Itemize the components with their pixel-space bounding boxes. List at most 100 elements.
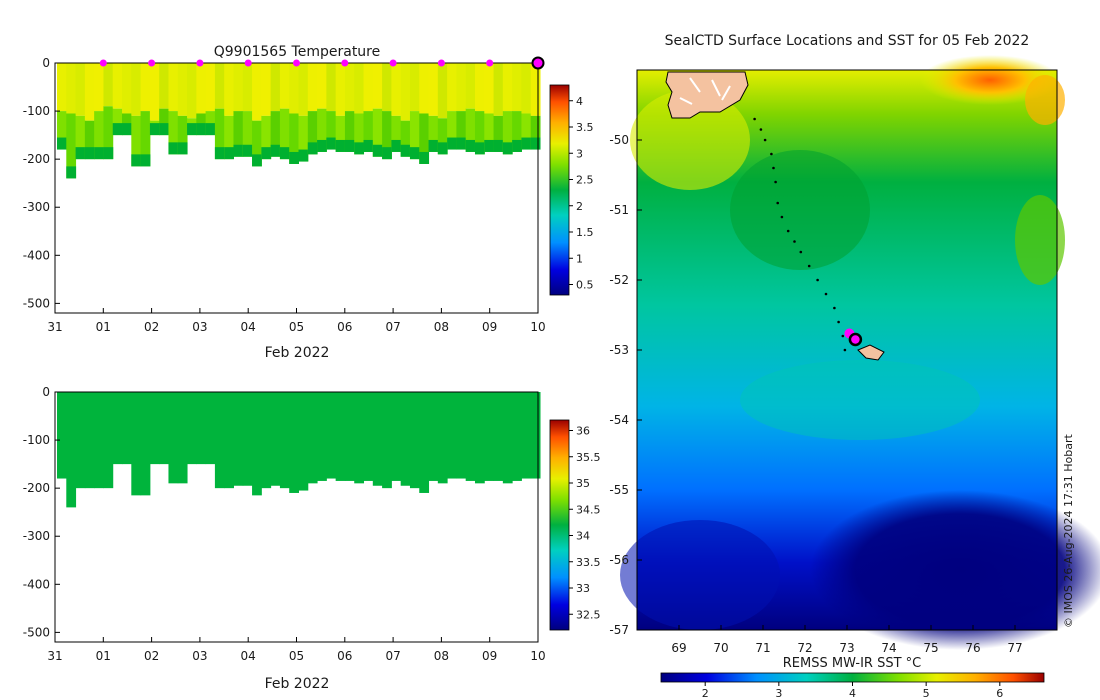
temperature-xlabel: Feb 2022 xyxy=(265,345,330,361)
salinity-cell xyxy=(84,392,95,489)
salinity-cell xyxy=(474,392,485,484)
temperature-lower-cell xyxy=(103,106,114,160)
track-point xyxy=(774,180,777,184)
track-point xyxy=(841,334,845,338)
temperature-upper-cell xyxy=(233,63,244,112)
salinity-cell xyxy=(187,392,197,465)
track-point xyxy=(759,128,763,131)
salinity-cell xyxy=(140,392,151,496)
temperature-lower-cell xyxy=(270,111,281,157)
temperature-lower-cell xyxy=(57,111,67,150)
colorbar-tick-label: 1.5 xyxy=(576,226,594,239)
salinity-cell xyxy=(66,392,77,508)
salinity-cell xyxy=(94,392,104,489)
temperature-y-axis: 0 -100 -200 -300 -400 -500 xyxy=(23,56,60,310)
surface-marker xyxy=(437,59,445,67)
sst-colorbar-label: REMSS MW-IR SST °C xyxy=(783,656,922,671)
map-y-tick-label: -56 xyxy=(609,553,629,567)
temperature-lower-cell xyxy=(75,115,86,160)
temperature-upper-cell xyxy=(112,63,123,109)
temperature-upper-cell xyxy=(530,63,541,116)
colorbar-tick-label: 3 xyxy=(576,147,583,160)
temperature-upper-cell xyxy=(456,63,467,112)
temperature-upper-cell xyxy=(205,63,216,112)
temperature-upper-cell xyxy=(122,63,132,114)
temperature-deep-cell xyxy=(261,147,272,160)
salinity-cell xyxy=(521,392,532,479)
temperature-deep-cell xyxy=(298,149,309,162)
map-y-tick-label: -51 xyxy=(609,203,629,217)
salinity-cell xyxy=(103,392,114,489)
salinity-cell xyxy=(400,392,411,486)
temperature-lower-cell xyxy=(363,111,374,152)
temperature-lower-cell xyxy=(168,111,179,155)
temperature-lower-cell xyxy=(391,115,402,152)
temperature-lower-cell xyxy=(372,108,383,157)
temperature-lower-cell xyxy=(502,111,513,155)
map-y-tick-label: -52 xyxy=(609,273,629,287)
temperature-lower-cell xyxy=(530,115,541,150)
temperature-deep-cell xyxy=(279,147,290,160)
salinity-cell xyxy=(122,392,132,465)
salinity-cell xyxy=(112,392,123,465)
y-tick-label: -300 xyxy=(23,200,50,214)
colorbar-tick-label: 35.5 xyxy=(576,451,601,464)
salinity-cell xyxy=(131,392,142,496)
salinity-cell xyxy=(437,392,448,484)
temperature-lower-cell xyxy=(400,120,411,157)
temperature-lower-cell xyxy=(112,108,123,136)
temperature-deep-cell xyxy=(177,142,188,155)
salinity-cell xyxy=(372,392,383,486)
salinity-cell xyxy=(354,392,365,484)
temperature-lower-cell xyxy=(335,115,346,152)
temperature-upper-cell xyxy=(214,63,225,109)
y-tick-label: -100 xyxy=(23,433,50,447)
x-tick-label: 09 xyxy=(482,649,497,663)
temperature-deep-cell xyxy=(326,137,337,150)
track-point xyxy=(816,278,819,282)
temperature-upper-cell xyxy=(224,63,234,116)
salinity-cell xyxy=(242,392,253,486)
track-point xyxy=(776,201,779,205)
temperature-lower-cell xyxy=(66,113,77,179)
track-point xyxy=(753,117,756,121)
temperature-lower-cell xyxy=(224,115,234,160)
temperature-deep-cell xyxy=(344,139,355,152)
map-x-tick-label: 72 xyxy=(797,641,812,655)
temperature-lower-cell xyxy=(261,115,272,160)
temperature-colorbar xyxy=(549,84,570,296)
sst-colorbar-tick-label: 5 xyxy=(923,687,930,700)
y-tick-label: -500 xyxy=(23,625,50,639)
salinity-cell xyxy=(149,392,160,465)
temperature-lower-cell xyxy=(159,108,169,136)
temperature-deep-cell xyxy=(242,144,253,157)
temperature-deep-cell xyxy=(382,147,392,160)
current-position-marker xyxy=(848,332,863,347)
temperature-lower-cell xyxy=(177,115,188,155)
map-y-tick-label: -54 xyxy=(609,413,629,427)
surface-marker xyxy=(341,59,349,67)
track-point xyxy=(772,166,775,170)
x-tick-label: 31 xyxy=(47,649,62,663)
temperature-deep-cell xyxy=(131,154,142,167)
colorbar-tick-label: 35 xyxy=(576,477,590,490)
salinity-cell xyxy=(382,392,392,489)
temperature-deep-cell xyxy=(512,139,522,152)
temperature-upper-cell xyxy=(335,63,346,116)
x-tick-label: 10 xyxy=(530,320,545,334)
current-position-marker xyxy=(531,56,545,70)
y-tick-label: -100 xyxy=(23,104,50,118)
temperature-lower-cell xyxy=(131,115,142,167)
salinity-cell xyxy=(75,392,86,489)
temperature-deep-cell xyxy=(103,147,114,160)
map-x-tick-label: 73 xyxy=(839,641,854,655)
track-point xyxy=(824,292,828,296)
temperature-deep-cell xyxy=(57,137,67,150)
surface-marker xyxy=(99,59,107,67)
salinity-cell xyxy=(317,392,327,481)
temperature-upper-cell xyxy=(298,63,309,116)
salinity-cell xyxy=(493,392,504,481)
temperature-lower-cell xyxy=(437,118,448,155)
temperature-deep-cell xyxy=(447,137,457,150)
